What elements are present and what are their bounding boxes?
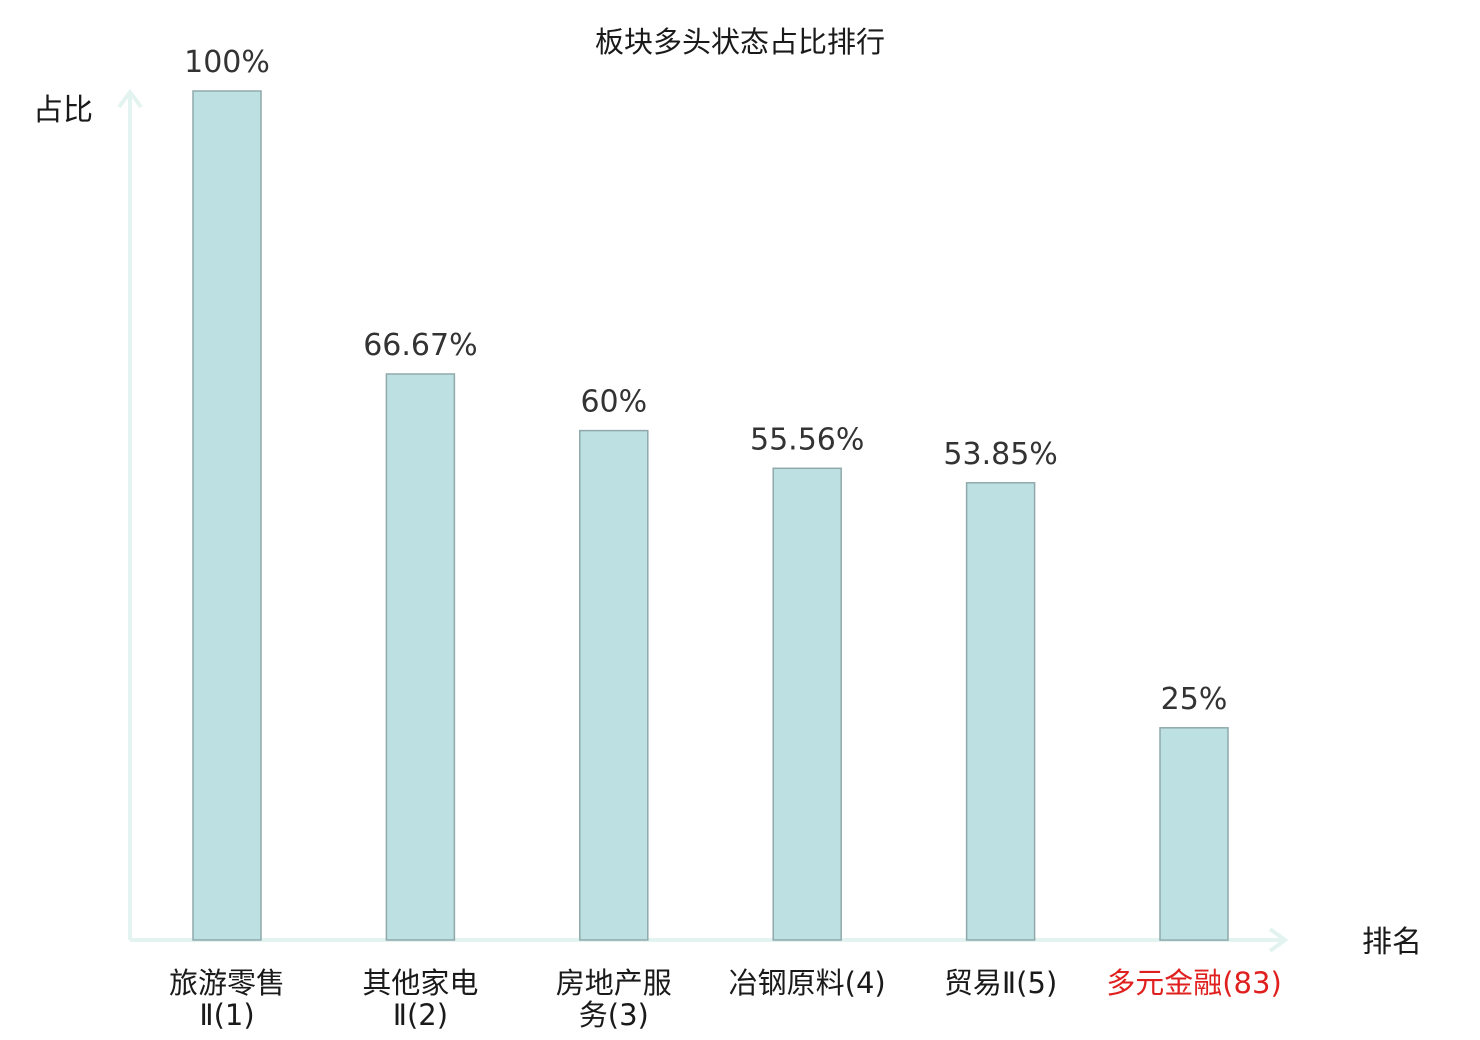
bar: [1159, 727, 1229, 941]
bar-value-label: 55.56%: [750, 422, 864, 457]
x-axis-label: 排名: [1362, 925, 1422, 960]
category-label-line: 多元金融(83): [1106, 966, 1282, 1000]
bar-value-label: 66.67%: [363, 328, 477, 363]
bar-value-label: 100%: [184, 45, 270, 80]
category-label-line: 务(3): [579, 998, 649, 1032]
category-label-line: 贸易Ⅱ(5): [944, 966, 1057, 1000]
bar: [385, 373, 456, 941]
bar: [192, 90, 262, 941]
category-label-line: 冶钢原料(4): [729, 966, 886, 1000]
category-label-line: 其他家电: [362, 966, 478, 1000]
category-label: 冶钢原料(4): [729, 966, 886, 1000]
bar-value-label: 53.85%: [943, 437, 1057, 472]
y-axis-arrow: [117, 88, 143, 109]
y-axis: 占比: [33, 88, 143, 940]
category-label-line: Ⅱ(1): [199, 998, 254, 1032]
chart-title: 板块多头状态占比排行: [595, 25, 885, 59]
bar: [965, 482, 1036, 941]
category-label: 贸易Ⅱ(5): [944, 966, 1057, 1000]
bar: [772, 467, 842, 941]
x-axis: 排名: [130, 925, 1422, 960]
bar: [579, 429, 649, 941]
x-axis-arrow: [1268, 927, 1289, 953]
y-axis-label: 占比: [33, 93, 93, 128]
category-label: 其他家电 Ⅱ(2): [362, 966, 478, 1032]
category-label-line: 房地产服: [556, 966, 672, 1000]
bar-value-label: 25%: [1161, 682, 1228, 717]
category-label: 旅游零售 Ⅱ(1): [169, 966, 285, 1032]
category-label-line: 旅游零售: [169, 966, 285, 1000]
category-label-line: Ⅱ(2): [393, 998, 448, 1032]
category-label: 多元金融(83): [1106, 966, 1282, 1000]
category-label: 房地产服务(3): [556, 966, 672, 1032]
bar-series: [192, 90, 1229, 941]
bar-value-label: 60%: [580, 385, 647, 420]
category-labels: 旅游零售 Ⅱ(1) 其他家电 Ⅱ(2) 房地产服务(3) 冶钢原料(4) 贸易Ⅱ(5) 多元金…: [169, 966, 1282, 1032]
value-labels: 100% 66.67% 60% 55.56% 53.85% 25%: [184, 45, 1227, 717]
